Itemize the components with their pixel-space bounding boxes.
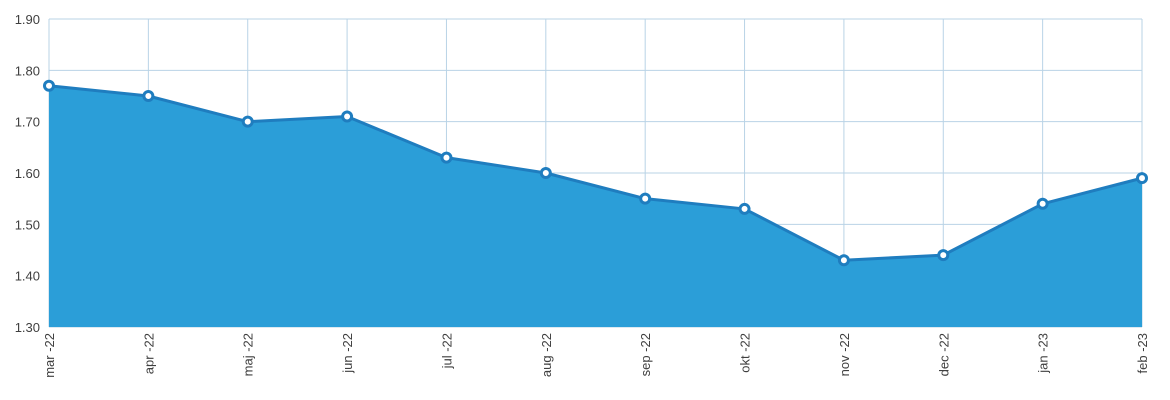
y-tick-label: 1.50 (15, 217, 40, 232)
data-point[interactable] (241, 115, 254, 128)
area-fill (49, 85, 1142, 327)
data-point[interactable] (1036, 197, 1049, 210)
marker-layer (43, 79, 1148, 267)
x-tick-label: maj -22 (241, 333, 256, 376)
y-tick-label: 1.60 (15, 166, 40, 181)
data-point[interactable] (837, 254, 850, 267)
data-point[interactable] (937, 249, 950, 262)
data-point[interactable] (142, 90, 155, 102)
y-tick-label: 1.30 (15, 320, 40, 335)
y-tick-label: 1.40 (15, 269, 40, 284)
data-point[interactable] (639, 192, 652, 205)
data-point[interactable] (1136, 172, 1148, 185)
x-tick-label: dec -22 (936, 333, 951, 376)
x-tick-label: jun -22 (340, 333, 355, 374)
x-tick-label: okt -22 (738, 333, 753, 373)
y-tick-label: 1.80 (15, 63, 40, 78)
x-tick-label: aug -22 (539, 333, 554, 377)
x-tick-label: jan -23 (1036, 333, 1051, 374)
y-axis: 1.90 1.80 1.70 1.60 1.50 1.40 1.30 (15, 12, 40, 335)
x-tick-label: feb -23 (1135, 333, 1150, 373)
data-point[interactable] (539, 167, 552, 179)
y-tick-label: 1.90 (15, 12, 40, 27)
series-line (48, 84, 1143, 262)
data-point[interactable] (43, 79, 55, 92)
x-tick-label: apr -22 (141, 333, 156, 374)
x-tick-label: sep -22 (638, 333, 653, 376)
x-axis: mar -22 apr -22 maj -22 jun -22 jul -22 aug -… (42, 333, 1150, 378)
x-tick-label: jul -22 (439, 333, 454, 369)
x-tick-label: mar -22 (42, 333, 57, 378)
area-layer (48, 84, 1143, 327)
data-point[interactable] (341, 110, 354, 123)
x-tick-label: nov -22 (837, 333, 852, 376)
data-point[interactable] (440, 151, 453, 164)
y-tick-label: 1.70 (15, 115, 40, 130)
data-point[interactable] (738, 202, 751, 215)
